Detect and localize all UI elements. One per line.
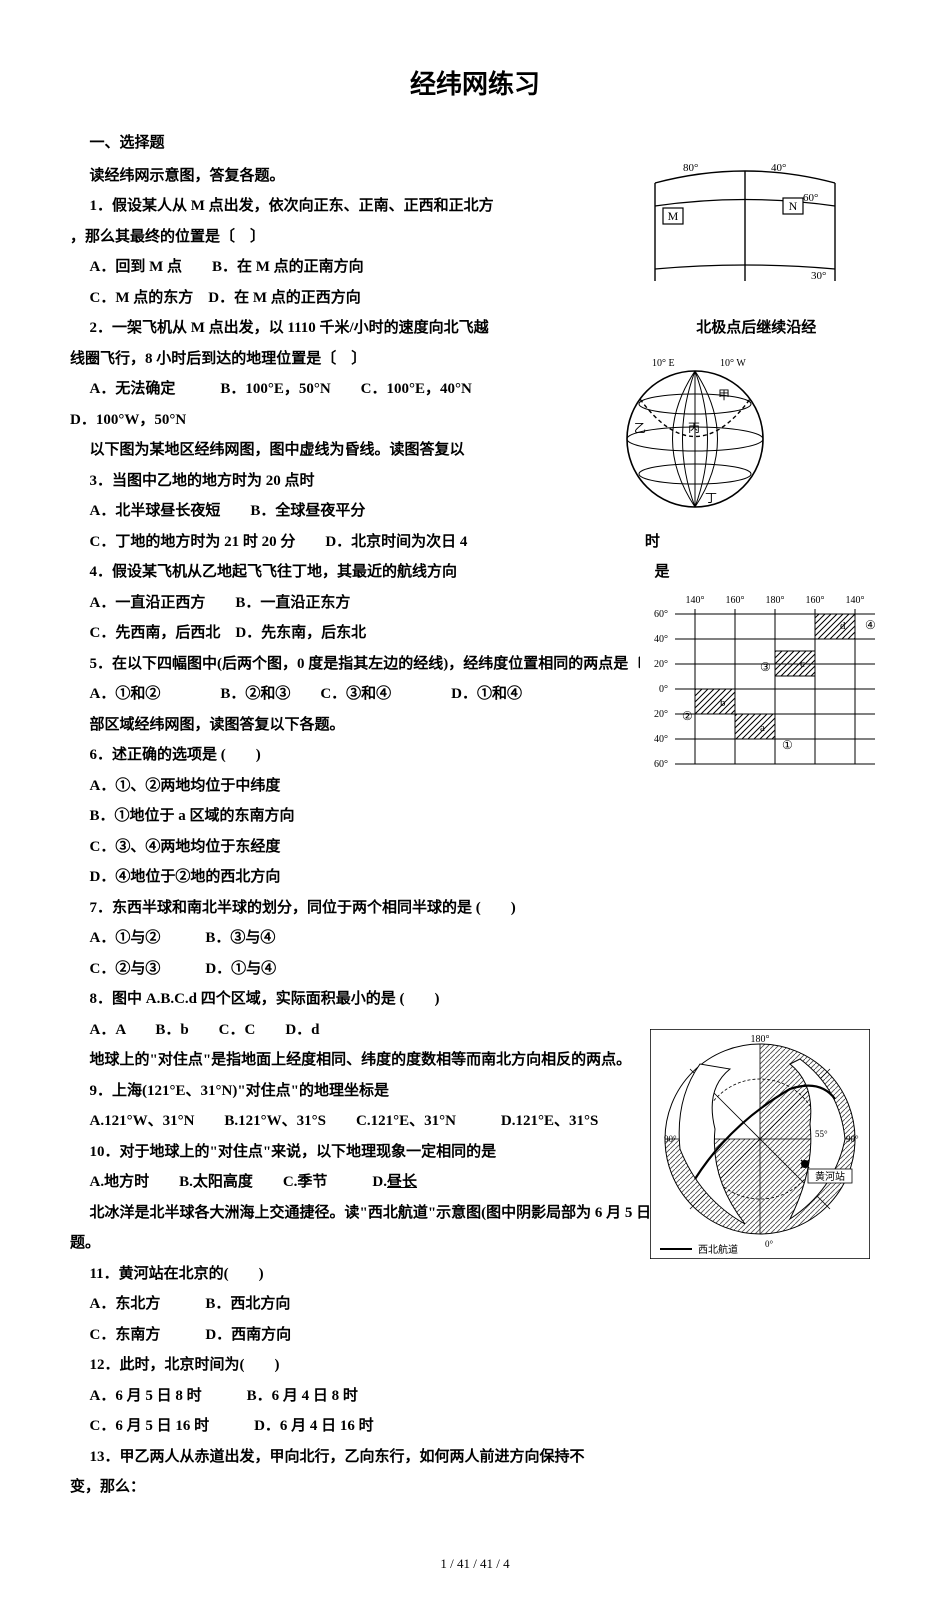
fig3-x2: 180° xyxy=(766,595,785,606)
fig3-y0: 60° xyxy=(654,609,668,620)
q4-b: 是 xyxy=(655,564,670,580)
fig3-c: c xyxy=(800,658,805,670)
q3c-a: C．丁地的地方时为 21 时 20 分 D．北京时间为次日 4 xyxy=(90,534,468,550)
fig3-x3: 160° xyxy=(806,595,825,606)
fig2-10e: 10° E xyxy=(652,358,675,369)
fig3-y3: 0° xyxy=(659,684,668,695)
q12-ab: A．6 月 5 日 8 时 B．6 月 4 日 8 时 xyxy=(70,1382,880,1411)
fig2-jia: 甲 xyxy=(718,388,730,402)
page-footer: 1 / 41 / 41 / 4 xyxy=(70,1552,880,1577)
fig3-b: b xyxy=(720,697,726,709)
fig1-60: 60° xyxy=(803,192,818,204)
q11-ab: A．东北方 B．西北方向 xyxy=(70,1290,880,1319)
q7-ab: A．①与② B．③与④ xyxy=(70,924,880,953)
fig1-80: 80° xyxy=(683,162,698,174)
fig3-c2: ② xyxy=(682,709,693,723)
fig3-y1: 40° xyxy=(654,634,668,645)
q13: 13．甲乙两人从赤道出发，甲向北行，乙向东行，如何两人前进方向保持不 xyxy=(70,1443,880,1472)
fig4-55: 55° xyxy=(815,1129,828,1139)
fig4-route: 西北航道 xyxy=(698,1243,738,1256)
fig3-y6: 60° xyxy=(654,759,668,770)
fig4-huanghe: 黄河站 xyxy=(815,1170,845,1183)
figure-4: 180° 90° 90° 55° 黄河站 西北航道 0° xyxy=(650,1029,870,1259)
q12-cd: C．6 月 5 日 16 时 D．6 月 4 日 16 时 xyxy=(70,1412,880,1441)
content-wrap: M N 80° 40° 60° 30° 10° E 10° W xyxy=(70,129,880,1502)
q6-b: B．①地位于 a 区域的东南方向 xyxy=(70,802,880,831)
section-1-heading: 一、选择题 xyxy=(70,129,880,158)
fig1-40: 40° xyxy=(771,162,786,174)
q11-cd: C．东南方 D．西南方向 xyxy=(70,1321,880,1350)
q6-d: D．④地位于②地的西北方向 xyxy=(70,863,880,892)
fig3-c3: ③ xyxy=(760,660,771,674)
fig3-a: a xyxy=(760,722,765,734)
q13b: 变，那么： xyxy=(70,1473,880,1502)
q7-cd: C．②与③ D．①与④ xyxy=(70,955,880,984)
figure-2: 10° E 10° W 甲 乙 丙 丁 xyxy=(610,354,780,514)
fig4-90a: 90° xyxy=(664,1134,677,1144)
q3-opt-c: C．丁地的地方时为 21 时 20 分 D．北京时间为次日 4 时 xyxy=(70,528,880,557)
q1-a: 1．假设某人从 M 点出发，依次向正东、正南、正西和正北方 xyxy=(90,198,494,214)
fig3-x0: 140° xyxy=(686,595,705,606)
q2: 2．一架飞机从 M 点出发，以 1110 千米/小时的速度向北飞越 北极点后继续… xyxy=(70,314,880,343)
fig4-180: 180° xyxy=(751,1034,770,1045)
q4: 4．假设某飞机从乙地起飞飞往丁地，其最近的航线方向 是 xyxy=(70,558,880,587)
fig2-ding: 丁 xyxy=(705,491,717,505)
q8: 8．图中 A.B.C.d 四个区域，实际面积最小的是 ( ) xyxy=(70,985,880,1014)
fig1-30: 30° xyxy=(811,270,826,282)
fig4-0: 0° xyxy=(765,1239,774,1249)
fig2-yi: 乙 xyxy=(634,421,646,435)
q7: 7．东西半球和南北半球的划分，同位于两个相同半球的是 ( ) xyxy=(70,894,880,923)
figure-1: M N 80° 40° 60° 30° xyxy=(645,161,840,291)
q4-a: 4．假设某飞机从乙地起飞飞往丁地，其最近的航线方向 xyxy=(90,564,458,580)
fig3-x1: 160° xyxy=(726,595,745,606)
q12: 12．此时，北京时间为( ) xyxy=(70,1351,880,1380)
q3c-b: 时 xyxy=(645,534,660,550)
fig2-bing: 丙 xyxy=(688,421,700,435)
fig1-M: M xyxy=(668,209,679,223)
intro3a: 以下图为某地区经纬网图，图中虚线为昏线。读图答复以 xyxy=(90,442,465,458)
q6-c: C．③、④两地均位于东经度 xyxy=(70,833,880,862)
figure-3: 140° 160° 180° 160° 140° 60° 40° 20° 0° … xyxy=(640,589,880,784)
fig3-c1: ① xyxy=(782,738,793,752)
fig3-y2: 20° xyxy=(654,659,668,670)
q2-a: 2．一架飞机从 M 点出发，以 1110 千米/小时的速度向北飞越 xyxy=(90,320,489,336)
q10-opt-underline: 昼长 xyxy=(387,1174,417,1190)
fig2-10w: 10° W xyxy=(720,358,746,369)
fig3-y4: 20° xyxy=(654,709,668,720)
fig3-y5: 40° xyxy=(654,734,668,745)
fig3-x4: 140° xyxy=(846,595,865,606)
q10-opt-text: A.地方时 B.太阳高度 C.季节 D. xyxy=(90,1174,388,1190)
q11: 11．黄河站在北京的( ) xyxy=(70,1260,880,1289)
fig3-d: d xyxy=(840,620,846,632)
fig1-N: N xyxy=(789,199,798,213)
page-title: 经纬网练习 xyxy=(70,60,880,109)
fig3-c4: ④ xyxy=(865,618,876,632)
fig4-90b: 90° xyxy=(846,1134,859,1144)
q2-b: 北极点后继续沿经 xyxy=(696,320,816,336)
